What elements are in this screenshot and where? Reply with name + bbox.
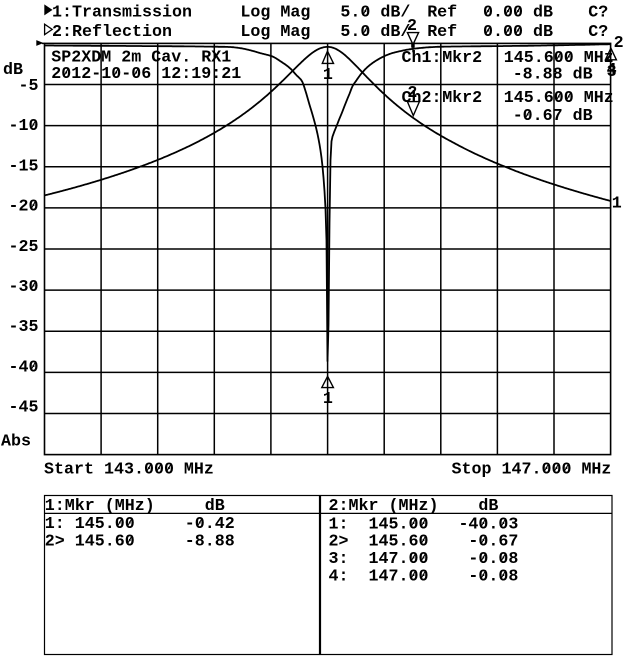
svg-text:145.600 MHz: 145.600 MHz [504, 89, 614, 108]
svg-text:Log Mag: Log Mag [240, 23, 310, 42]
svg-text:2:Reflection: 2:Reflection [52, 23, 172, 42]
svg-text:1:Transmission: 1:Transmission [52, 4, 192, 23]
svg-text:2012-10-06 12:19:21: 2012-10-06 12:19:21 [51, 65, 241, 84]
svg-text:-15: -15 [9, 157, 39, 176]
svg-text:C?: C? [588, 23, 608, 42]
svg-text:-45: -45 [9, 399, 39, 418]
svg-text:-10: -10 [9, 117, 39, 136]
svg-text:1: 1 [323, 66, 333, 85]
svg-text:Ch2:: Ch2: [402, 89, 442, 108]
svg-text:4: 147.00 -0.08: 4: 147.00 -0.08 [329, 567, 519, 586]
svg-text:-25: -25 [9, 238, 39, 257]
svg-text:Abs: Abs [1, 433, 31, 452]
svg-text:4: 4 [607, 61, 617, 80]
svg-text:-30: -30 [9, 278, 39, 297]
svg-text:2> 145.60 -0.67: 2> 145.60 -0.67 [329, 533, 519, 552]
svg-text:Ref: Ref [427, 4, 457, 23]
svg-text:-0.67 dB: -0.67 dB [513, 107, 593, 126]
svg-text:-8.88 dB: -8.88 dB [513, 65, 593, 84]
svg-text:dB: dB [3, 61, 23, 80]
svg-text:-20: -20 [9, 198, 39, 217]
svg-text:-35: -35 [9, 318, 39, 337]
svg-text:0.00 dB: 0.00 dB [483, 23, 553, 42]
svg-text:Mkr2: Mkr2 [442, 89, 482, 108]
svg-text:5.0 dB/: 5.0 dB/ [340, 23, 410, 42]
svg-text:-5: -5 [19, 77, 39, 96]
svg-text:3: 147.00 -0.08: 3: 147.00 -0.08 [329, 550, 519, 569]
svg-text:3: 3 [607, 63, 617, 82]
svg-text:1:Mkr (MHz) dB: 1:Mkr (MHz) dB [45, 497, 225, 516]
svg-text:Ref: Ref [427, 23, 457, 42]
svg-text:Start 143.000 MHz: Start 143.000 MHz [44, 460, 214, 479]
svg-text:-40: -40 [9, 358, 39, 377]
svg-text:2> 145.60 -8.88: 2> 145.60 -8.88 [45, 533, 235, 552]
svg-text:0.00 dB: 0.00 dB [483, 4, 553, 23]
svg-text:1: 1 [612, 195, 622, 214]
svg-text:2: 2 [614, 34, 624, 53]
svg-text:Ch1:: Ch1: [402, 49, 442, 68]
svg-text:SP2XDM 2m Cav. RX1: SP2XDM 2m Cav. RX1 [51, 48, 231, 67]
svg-text:145.600 MHz: 145.600 MHz [504, 49, 614, 68]
svg-text:Log Mag: Log Mag [240, 4, 310, 23]
svg-text:Stop 147.000 MHz: Stop 147.000 MHz [452, 460, 612, 479]
svg-text:5.0 dB/: 5.0 dB/ [340, 4, 410, 23]
svg-text:1: 1 [323, 390, 333, 409]
svg-text:2: 2 [407, 17, 417, 36]
svg-text:1: 145.00 -0.42: 1: 145.00 -0.42 [45, 515, 235, 534]
svg-text:2:Mkr (MHz) dB: 2:Mkr (MHz) dB [329, 497, 499, 516]
svg-text:2: 2 [407, 84, 417, 103]
svg-text:C?: C? [588, 4, 608, 23]
svg-text:Mkr2: Mkr2 [442, 49, 482, 68]
svg-text:1: 145.00 -40.03: 1: 145.00 -40.03 [329, 515, 519, 534]
